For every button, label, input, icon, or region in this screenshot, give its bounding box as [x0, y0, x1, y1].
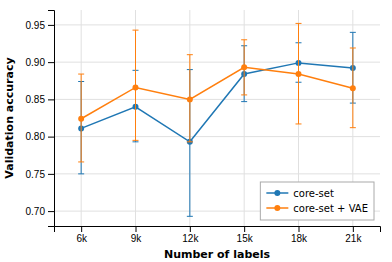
axis-line — [48, 11, 55, 227]
y-tick: 0.85 — [26, 94, 54, 105]
y-tick-label: 0.75 — [26, 169, 46, 180]
error-bar — [187, 55, 193, 142]
legend-label: core-set + VAE — [293, 203, 368, 214]
x-tick-mark — [353, 226, 354, 232]
y-tick: 0.75 — [26, 169, 54, 180]
y-tick: 0.70 — [26, 206, 54, 217]
y-tick-mark — [48, 174, 54, 175]
y-tick: 0.95 — [26, 20, 54, 31]
legend-marker — [274, 190, 280, 196]
grid-line — [54, 24, 380, 25]
x-tick-label: 18k — [291, 233, 308, 244]
legend-label: core-set — [293, 188, 334, 199]
marks — [78, 23, 356, 216]
error-bar — [78, 74, 84, 162]
axis-line — [55, 227, 381, 233]
line — [81, 67, 353, 118]
grid-line — [54, 62, 380, 63]
y-tick-label: 0.95 — [26, 20, 46, 31]
grid-line — [54, 99, 380, 100]
chart: 6k 9k 12k 15k 18k 21k 0.70 0.75 0.80 0.85 0.90 0.95… — [0, 0, 392, 262]
legend-marker — [274, 205, 280, 211]
y-tick-label: 0.70 — [26, 206, 46, 217]
x-tick: 9k — [131, 226, 143, 244]
x-tick: 15k — [237, 226, 254, 244]
legend-item: core-set — [266, 188, 334, 199]
grid-line — [54, 173, 380, 174]
y-tick: 0.80 — [26, 131, 54, 142]
legend-item: core-set + VAE — [266, 203, 368, 214]
point — [241, 64, 247, 70]
x-tick: 6k — [76, 226, 88, 244]
x-tick-label: 21k — [345, 233, 362, 244]
point — [350, 85, 356, 91]
error-bar — [133, 30, 139, 140]
point — [187, 96, 193, 102]
error-bar — [241, 40, 247, 95]
y-tick-label: 0.85 — [26, 94, 46, 105]
x-tick: 21k — [345, 226, 362, 244]
y-axis: 0.70 0.75 0.80 0.85 0.90 0.95 — [26, 11, 55, 227]
x-axis-title: Number of labels — [164, 248, 271, 261]
y-tick-label: 0.80 — [26, 131, 46, 142]
point — [296, 71, 302, 77]
x-tick: 18k — [291, 226, 308, 244]
x-tick-mark — [244, 226, 245, 232]
x-tick-label: 9k — [131, 233, 143, 244]
x-tick-label: 6k — [76, 233, 88, 244]
series — [78, 32, 356, 216]
y-tick-mark — [48, 62, 54, 63]
grid — [54, 10, 380, 226]
y-axis-title: Validation accuracy — [3, 57, 16, 178]
point — [133, 84, 139, 90]
x-tick-mark — [81, 226, 82, 232]
y-tick-mark — [48, 99, 54, 100]
point — [78, 116, 84, 122]
y-tick-label: 0.90 — [26, 57, 46, 68]
grid-line — [54, 136, 380, 137]
series — [78, 23, 356, 162]
legend: core-set core-set + VAE — [260, 182, 374, 220]
line — [81, 63, 353, 142]
x-tick-mark — [190, 226, 191, 232]
error-bar — [350, 48, 356, 128]
y-tick-mark — [48, 211, 54, 212]
x-tick: 12k — [182, 226, 199, 244]
x-tick-label: 15k — [237, 233, 254, 244]
error-bar — [296, 23, 302, 124]
x-tick-label: 12k — [182, 233, 199, 244]
plot: 6k 9k 12k 15k 18k 21k 0.70 0.75 0.80 0.85 0.90 0.95… — [26, 10, 381, 244]
y-tick-mark — [48, 137, 54, 138]
x-tick-mark — [136, 226, 137, 232]
x-axis: 6k 9k 12k 15k 18k 21k — [55, 226, 381, 244]
x-tick-mark — [299, 226, 300, 232]
y-tick-mark — [48, 25, 54, 26]
y-tick: 0.90 — [26, 57, 54, 68]
legend-box — [260, 182, 374, 220]
